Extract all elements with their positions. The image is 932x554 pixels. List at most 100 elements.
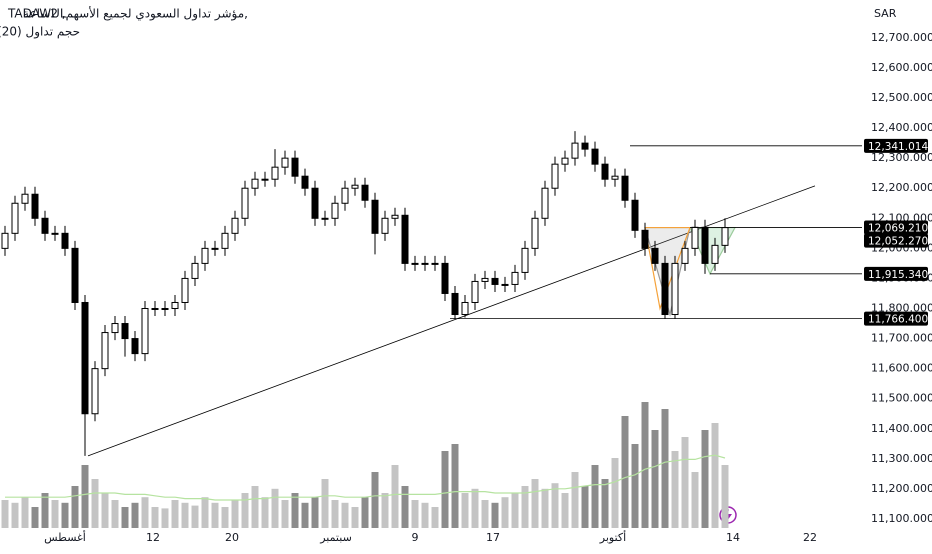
volume-bar <box>1 500 9 528</box>
candle-body <box>101 332 109 370</box>
candle-body <box>531 217 539 249</box>
volume-bar <box>21 497 29 528</box>
candle-body <box>231 217 239 234</box>
volume-bar <box>51 500 59 528</box>
candle-body <box>261 178 269 181</box>
candle-body <box>281 157 289 168</box>
volume-bar <box>171 500 179 528</box>
candle-body <box>111 323 119 334</box>
volume-bar <box>71 486 79 528</box>
candle-body <box>81 301 89 415</box>
volume-bar <box>11 502 19 528</box>
volume-bar <box>151 507 159 528</box>
volume-bar <box>191 505 199 528</box>
volume-ma <box>5 454 726 501</box>
candle-body <box>561 157 569 165</box>
volume-bar <box>31 507 39 528</box>
candle-body <box>11 202 19 234</box>
candle-body <box>201 247 209 264</box>
volume-bar <box>351 507 359 528</box>
x-tick-label: 9 <box>412 531 419 544</box>
volume-bar <box>471 488 479 528</box>
volume-bar <box>161 508 169 528</box>
volume-bar <box>81 465 89 528</box>
volume-bar <box>211 502 219 528</box>
candle-body <box>71 247 79 303</box>
candle-body <box>711 244 719 264</box>
volume-bar <box>451 444 459 528</box>
candle-body <box>21 193 29 204</box>
y-tick-label: 12,400.000 <box>871 121 932 134</box>
x-tick-label: 20 <box>225 531 239 544</box>
candle-body <box>131 338 139 355</box>
symbol: TADAWUL <box>7 7 67 21</box>
candle-body <box>151 308 159 311</box>
x-tick-label: أغسطس <box>44 530 86 544</box>
volume-bar <box>651 430 659 528</box>
volume-bar <box>441 451 449 528</box>
candle-body <box>181 277 189 303</box>
candle-body <box>271 166 279 180</box>
volume-bar <box>61 502 69 528</box>
x-tick-label: 12 <box>146 531 160 544</box>
candle-body <box>681 247 689 264</box>
candle-body <box>211 247 219 250</box>
volume-bar <box>721 465 729 528</box>
y-tick-label: 12,200.000 <box>871 181 932 194</box>
candle-body <box>341 187 349 204</box>
volume-bar <box>261 497 269 528</box>
volume-bar <box>361 497 369 528</box>
candle-body <box>641 229 649 249</box>
candle-body <box>391 214 399 219</box>
level-label-bg <box>864 220 928 235</box>
last-price-label: 12,052.270 <box>868 236 928 248</box>
x-tick-label: 14 <box>726 531 740 544</box>
volume-bar <box>541 488 549 528</box>
volume-bar <box>41 493 49 528</box>
candle-body <box>671 262 679 316</box>
candle-body <box>551 163 559 189</box>
y-tick-label: 11,800.000 <box>871 302 932 315</box>
volume-bar <box>341 502 349 528</box>
volume-bar <box>461 493 469 528</box>
x-tick-label: 22 <box>803 531 817 544</box>
candle-body <box>691 226 699 249</box>
candle-body <box>31 193 39 219</box>
volume-bar <box>331 500 339 528</box>
volume-bar <box>241 493 249 528</box>
volume-bar <box>311 497 319 528</box>
candle-body <box>191 262 199 279</box>
volume-bar <box>221 507 229 528</box>
volume-bar <box>271 488 279 528</box>
volume-bar <box>91 479 99 528</box>
level-label: 12,341.014 <box>868 141 928 153</box>
volume-bar <box>481 500 489 528</box>
volume-bar <box>371 472 379 528</box>
candle-body <box>591 148 599 165</box>
candle-body <box>471 280 479 303</box>
volume-bar <box>411 500 419 528</box>
candle-body <box>221 232 229 249</box>
level-label: 12,069.210 <box>868 223 928 235</box>
y-tick-label: 11,500.000 <box>871 392 932 405</box>
candle-body <box>311 187 319 219</box>
candle-body <box>601 163 609 180</box>
x-tick-label: سبتمبر <box>319 531 352 544</box>
y-tick-label: 11,600.000 <box>871 362 932 375</box>
candle-body <box>451 292 459 316</box>
volume-bar <box>421 502 429 528</box>
volume-bar <box>111 500 119 528</box>
candle-body <box>421 262 429 265</box>
candle-body <box>481 277 489 282</box>
level-label-bg <box>864 266 928 281</box>
volume-bar <box>571 472 579 528</box>
candle-body <box>541 187 549 219</box>
level-label: 11,915.340 <box>868 269 928 281</box>
volume-bar <box>141 497 149 528</box>
volume-bar <box>251 486 259 528</box>
volume-bar <box>711 423 719 528</box>
candle-body <box>291 157 299 177</box>
volume-bar <box>671 451 679 528</box>
candle-body <box>441 262 449 294</box>
x-tick-label: أكتوبر <box>599 530 626 544</box>
